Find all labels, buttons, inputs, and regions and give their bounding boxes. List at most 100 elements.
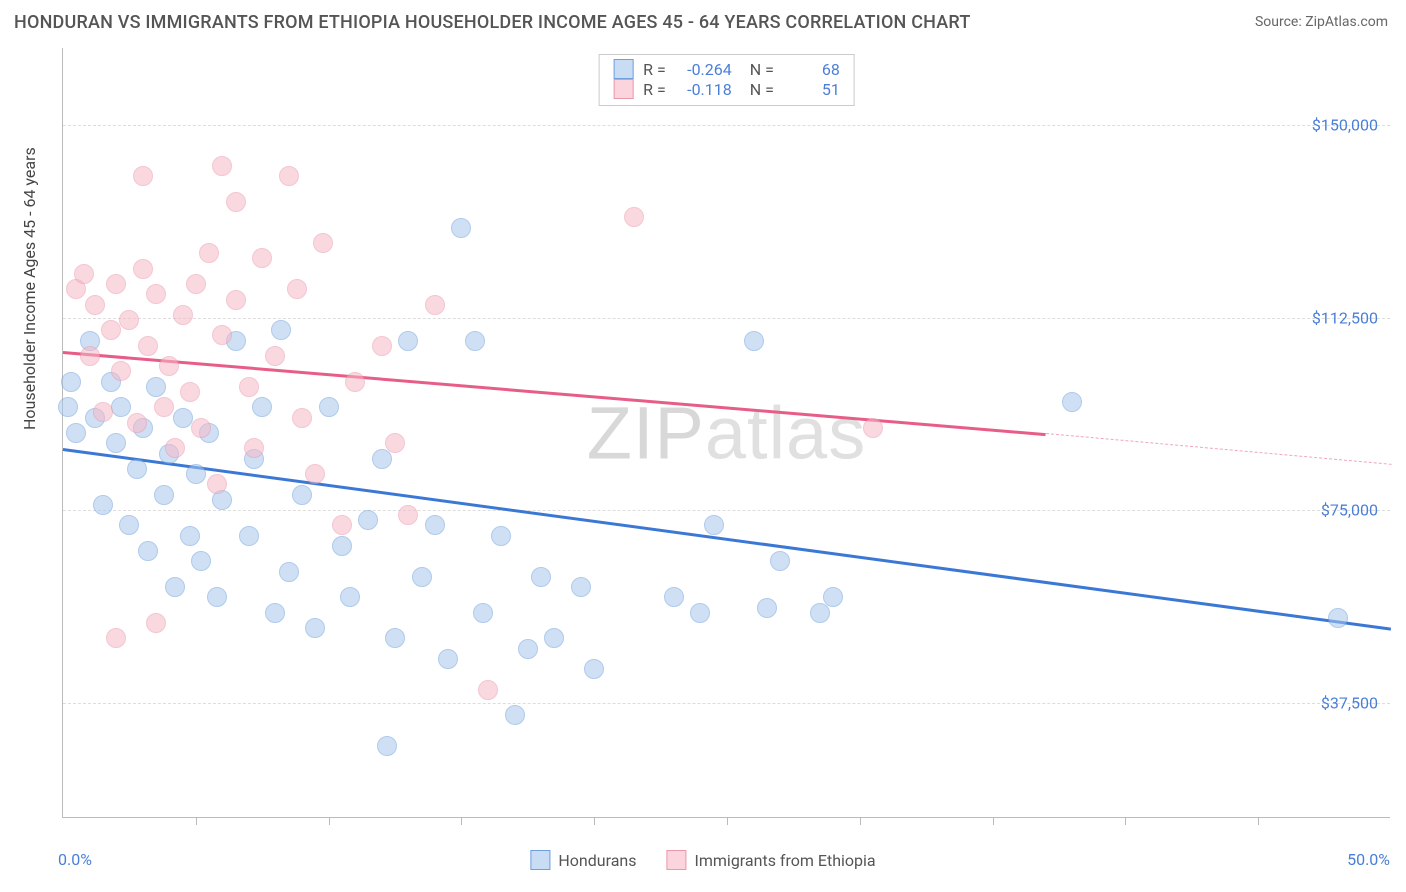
x-tick xyxy=(594,817,595,825)
data-point xyxy=(186,274,206,294)
data-point xyxy=(80,346,100,366)
y-tick-label: $75,000 xyxy=(1321,501,1378,520)
data-point xyxy=(165,438,185,458)
data-point xyxy=(58,397,78,417)
watermark: ZIPatlas xyxy=(587,390,866,475)
y-tick-label: $112,500 xyxy=(1312,308,1378,327)
data-point xyxy=(265,346,285,366)
data-point xyxy=(305,464,325,484)
x-tick xyxy=(196,817,197,825)
data-point xyxy=(332,515,352,535)
chart-title: HONDURAN VS IMMIGRANTS FROM ETHIOPIA HOU… xyxy=(14,12,971,33)
x-tick xyxy=(1258,817,1259,825)
data-point xyxy=(154,485,174,505)
x-tick xyxy=(860,817,861,825)
data-point xyxy=(106,274,126,294)
legend-label-2: Immigrants from Ethiopia xyxy=(695,851,876,870)
stats-row-2: R = -0.118 N = 51 xyxy=(613,79,840,99)
data-point xyxy=(239,377,259,397)
data-point xyxy=(252,248,272,268)
gridline xyxy=(63,318,1390,319)
data-point xyxy=(345,372,365,392)
data-point xyxy=(252,397,272,417)
stat-n-label-1: N = xyxy=(742,60,774,79)
data-point xyxy=(425,295,445,315)
stats-row-1: R = -0.264 N = 68 xyxy=(613,59,840,79)
data-point xyxy=(571,577,591,597)
data-point xyxy=(180,526,200,546)
data-point xyxy=(173,408,193,428)
data-point xyxy=(505,705,525,725)
data-point xyxy=(93,495,113,515)
data-point xyxy=(271,320,291,340)
data-point xyxy=(340,587,360,607)
data-point xyxy=(332,536,352,556)
data-point xyxy=(377,736,397,756)
data-point xyxy=(66,423,86,443)
data-point xyxy=(287,279,307,299)
data-point xyxy=(85,295,105,315)
legend-swatch-1 xyxy=(530,850,550,870)
data-point xyxy=(1328,608,1348,628)
stat-r-label-2: R = xyxy=(643,80,666,99)
data-point xyxy=(191,418,211,438)
x-tick xyxy=(1125,817,1126,825)
data-point xyxy=(127,459,147,479)
data-point xyxy=(146,377,166,397)
data-point xyxy=(473,603,493,623)
data-point xyxy=(744,331,764,351)
data-point xyxy=(191,551,211,571)
gridline xyxy=(63,703,1390,704)
data-point xyxy=(106,433,126,453)
gridline xyxy=(63,510,1390,511)
legend-item-2: Immigrants from Ethiopia xyxy=(667,850,876,870)
data-point xyxy=(186,464,206,484)
data-point xyxy=(106,628,126,648)
data-point xyxy=(61,372,81,392)
data-point xyxy=(1062,392,1082,412)
data-point xyxy=(518,639,538,659)
plot-area: ZIPatlas R = -0.264 N = 68 R = -0.118 N … xyxy=(62,48,1390,818)
data-point xyxy=(93,402,113,422)
x-tick xyxy=(461,817,462,825)
data-point xyxy=(111,361,131,381)
legend-item-1: Hondurans xyxy=(530,850,636,870)
data-point xyxy=(544,628,564,648)
data-point xyxy=(385,433,405,453)
data-point xyxy=(292,485,312,505)
data-point xyxy=(244,438,264,458)
data-point xyxy=(372,336,392,356)
data-point xyxy=(207,474,227,494)
data-point xyxy=(398,331,418,351)
data-point xyxy=(664,587,684,607)
data-point xyxy=(385,628,405,648)
data-point xyxy=(119,515,139,535)
data-point xyxy=(199,243,219,263)
y-tick-label: $37,500 xyxy=(1321,693,1378,712)
data-point xyxy=(165,577,185,597)
x-tick xyxy=(329,817,330,825)
data-point xyxy=(704,515,724,535)
data-point xyxy=(133,259,153,279)
data-point xyxy=(146,613,166,633)
data-point xyxy=(111,397,131,417)
data-point xyxy=(305,618,325,638)
data-point xyxy=(465,331,485,351)
data-point xyxy=(138,336,158,356)
data-point xyxy=(180,382,200,402)
x-label-min: 0.0% xyxy=(58,850,92,869)
data-point xyxy=(531,567,551,587)
data-point xyxy=(159,356,179,376)
data-point xyxy=(438,649,458,669)
watermark-atlas: atlas xyxy=(705,391,866,474)
data-point xyxy=(279,562,299,582)
data-point xyxy=(154,397,174,417)
data-point xyxy=(451,218,471,238)
data-point xyxy=(624,207,644,227)
data-point xyxy=(863,418,883,438)
data-point xyxy=(226,192,246,212)
data-point xyxy=(207,587,227,607)
y-axis-title: Householder Income Ages 45 - 64 years xyxy=(20,147,39,430)
gridline xyxy=(63,125,1390,126)
data-point xyxy=(74,264,94,284)
